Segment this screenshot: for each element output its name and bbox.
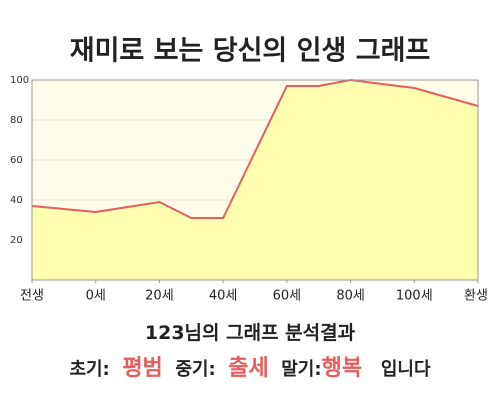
mid: 출세 xyxy=(228,356,269,381)
area xyxy=(32,80,478,280)
result-heading: 123님의 그래프 분석결과 xyxy=(144,322,356,344)
late: 행복 xyxy=(321,356,363,381)
y-tick-label: 60 xyxy=(10,155,23,166)
label: 중기: xyxy=(175,359,216,380)
y-tick-label: 20 xyxy=(10,235,23,246)
y-tick-label: 100 xyxy=(10,75,29,86)
chart-title: 재미로 보는 당신의 인생 그래프 xyxy=(70,36,431,67)
plot-frame xyxy=(31,79,479,281)
x-tick-label: 전생 xyxy=(20,289,44,304)
early: 평범 xyxy=(122,356,163,381)
label: 말기: xyxy=(281,359,322,380)
x-tick-label: 60세 xyxy=(273,289,302,304)
ending: 입니다 xyxy=(380,359,431,380)
x-tick-label: 20세 xyxy=(145,289,174,304)
x-tick-label: 환생 xyxy=(464,289,488,304)
x-tick-label: 40세 xyxy=(209,289,238,304)
y-tick-label: 40 xyxy=(10,195,23,206)
x-tick-label: 100세 xyxy=(396,289,433,304)
y-tick-label: 80 xyxy=(10,115,23,126)
result-line: 초기: 평범 중기: 출세 말기:행복 입니다 xyxy=(0,350,500,382)
line xyxy=(31,78,479,219)
label: 초기: xyxy=(69,359,110,380)
chart: 재미로 보는 당신의 인생 그래프 20 40 60 80 100 전생 0세 20세 40세 6… xyxy=(10,36,488,304)
x-tick-label: 80세 xyxy=(336,289,365,304)
x-tick-label: 0세 xyxy=(86,289,106,304)
